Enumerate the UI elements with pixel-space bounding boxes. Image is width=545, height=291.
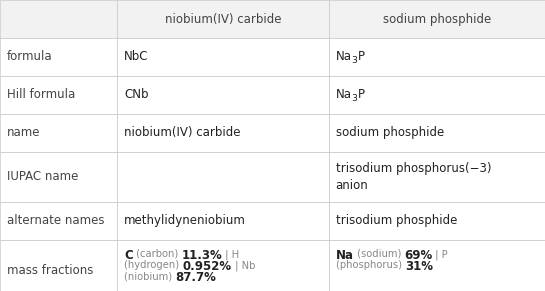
Text: (niobium): (niobium) <box>124 271 175 281</box>
Bar <box>329 152 545 202</box>
Text: niobium(IV) carbide: niobium(IV) carbide <box>124 127 241 139</box>
Bar <box>0 38 117 76</box>
Text: Hill formula: Hill formula <box>7 88 75 102</box>
Text: Na: Na <box>336 88 352 102</box>
Bar <box>0 0 117 38</box>
Bar <box>0 76 117 114</box>
Text: trisodium phosphorus(−3)
anion: trisodium phosphorus(−3) anion <box>336 162 491 192</box>
Text: 87.7%: 87.7% <box>175 271 216 284</box>
Bar <box>329 76 545 114</box>
Bar <box>0 240 117 291</box>
Bar <box>117 76 329 114</box>
Bar <box>329 114 545 152</box>
Text: 31%: 31% <box>405 260 433 273</box>
Bar <box>329 202 545 240</box>
Text: | Nb: | Nb <box>232 260 255 271</box>
Bar <box>117 240 329 291</box>
Bar <box>0 202 117 240</box>
Text: | H: | H <box>222 249 239 260</box>
Text: sodium phosphide: sodium phosphide <box>383 13 491 26</box>
Bar <box>329 38 545 76</box>
Text: 69%: 69% <box>404 249 433 262</box>
Text: (hydrogen): (hydrogen) <box>124 260 183 270</box>
Bar <box>329 0 545 38</box>
Text: 3: 3 <box>352 56 358 65</box>
Bar <box>117 202 329 240</box>
Text: Na: Na <box>336 51 352 63</box>
Text: (sodium): (sodium) <box>354 249 404 259</box>
Text: 11.3%: 11.3% <box>181 249 222 262</box>
Text: P: P <box>358 51 365 63</box>
Text: trisodium phosphide: trisodium phosphide <box>336 214 457 228</box>
Bar <box>117 152 329 202</box>
Text: P: P <box>358 88 365 102</box>
Bar <box>117 114 329 152</box>
Text: | P: | P <box>433 249 448 260</box>
Text: mass fractions: mass fractions <box>7 263 93 276</box>
Text: IUPAC name: IUPAC name <box>7 171 78 184</box>
Text: niobium(IV) carbide: niobium(IV) carbide <box>165 13 281 26</box>
Text: sodium phosphide: sodium phosphide <box>336 127 444 139</box>
Text: (carbon): (carbon) <box>133 249 181 259</box>
Text: 3: 3 <box>352 94 358 103</box>
Text: methylidyneniobium: methylidyneniobium <box>124 214 246 228</box>
Text: formula: formula <box>7 51 53 63</box>
Text: 0.952%: 0.952% <box>183 260 232 273</box>
Text: alternate names: alternate names <box>7 214 105 228</box>
Text: (phosphorus): (phosphorus) <box>336 260 405 270</box>
Bar <box>117 0 329 38</box>
Bar <box>329 240 545 291</box>
Text: name: name <box>7 127 40 139</box>
Bar <box>0 152 117 202</box>
Bar <box>0 114 117 152</box>
Text: CNb: CNb <box>124 88 149 102</box>
Text: Na: Na <box>336 249 354 262</box>
Text: C: C <box>124 249 133 262</box>
Bar <box>117 38 329 76</box>
Text: NbC: NbC <box>124 51 149 63</box>
